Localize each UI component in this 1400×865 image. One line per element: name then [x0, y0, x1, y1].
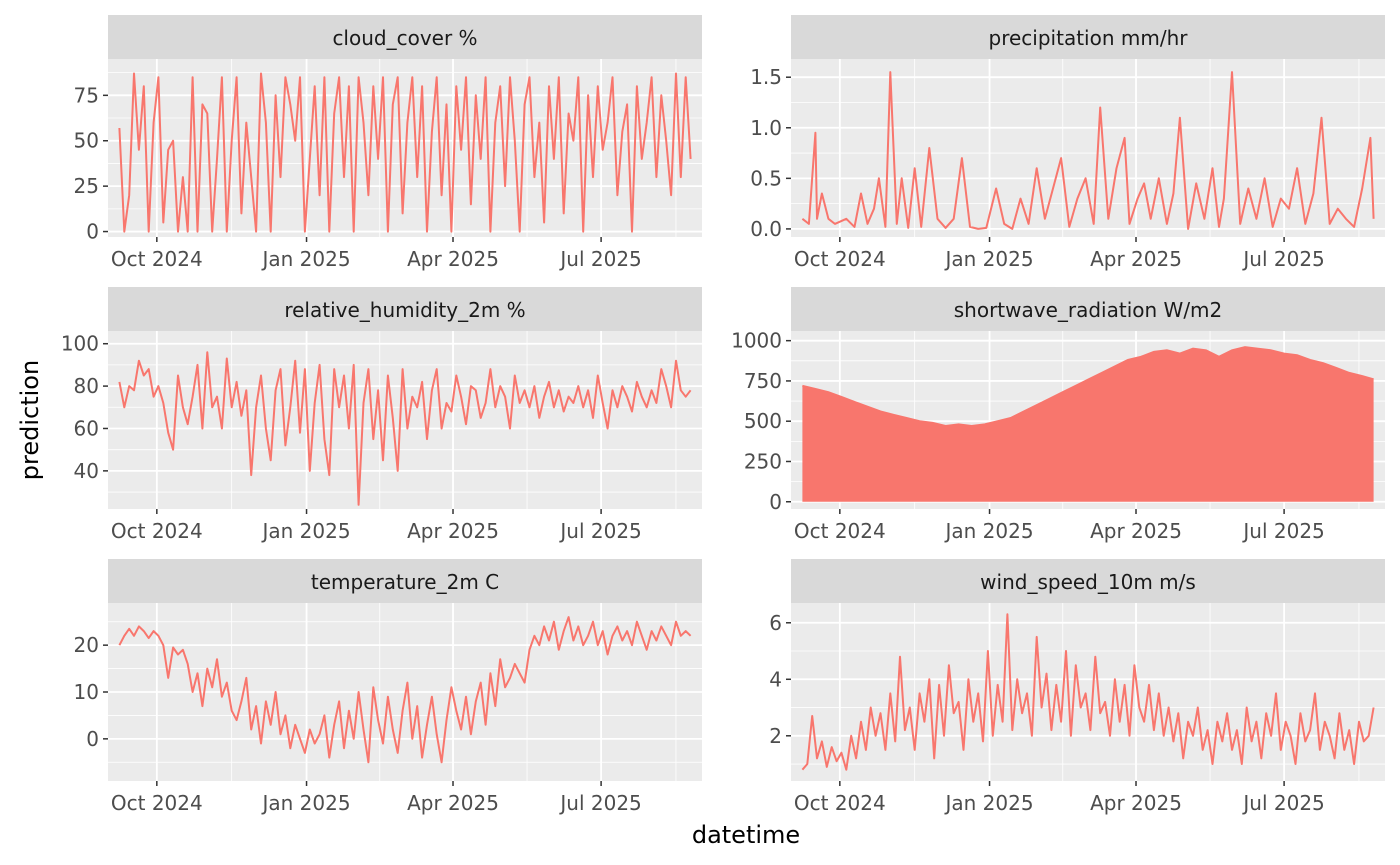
- x-tick-label: Jan 2025: [260, 519, 350, 543]
- series-line: [118, 72, 692, 233]
- x-tick-label: Oct 2024: [111, 519, 203, 543]
- x-tick-label: Jul 2025: [558, 247, 641, 271]
- y-tick-label: 80: [74, 374, 99, 398]
- y-tick-label: 250: [744, 449, 782, 473]
- facet-panel: shortwave_radiation W/m2 0 250 500 750 1000 Oc…: [731, 287, 1385, 543]
- facet-strip: [108, 287, 702, 331]
- series-line: [118, 351, 692, 506]
- facet-strip: [108, 559, 702, 603]
- x-tick-label: Jan 2025: [943, 791, 1033, 815]
- facet-title: wind_speed_10m m/s: [980, 570, 1196, 594]
- facet-panel: precipitation mm/hr 0.0 0.5 1.0 1.5 Oct 2024 J…: [750, 15, 1385, 271]
- y-tick-label: 60: [74, 416, 99, 440]
- x-tick-label: Oct 2024: [794, 791, 886, 815]
- y-tick-label: 750: [744, 369, 782, 393]
- panels-layer: cloud_cover % 0 25 50 75 Oct 2024 Jan 2025 Apr …: [61, 15, 1385, 815]
- facet-title: temperature_2m C: [311, 570, 499, 594]
- x-tick-label: Jul 2025: [1241, 519, 1324, 543]
- x-tick-label: Oct 2024: [794, 247, 886, 271]
- facet-strip: [791, 559, 1385, 603]
- facet-panel: cloud_cover % 0 25 50 75 Oct 2024 Jan 2025 Apr …: [74, 15, 702, 271]
- facet-title: cloud_cover %: [332, 26, 477, 50]
- facet-strip: [108, 15, 702, 59]
- series-line: [802, 346, 1374, 428]
- facet-panel: wind_speed_10m m/s 2 4 6 Oct 2024 Jan 2025 Apr…: [769, 559, 1385, 815]
- x-tick-label: Oct 2024: [794, 519, 886, 543]
- x-tick-label: Apr 2025: [407, 247, 499, 271]
- x-tick-label: Jan 2025: [943, 247, 1033, 271]
- y-tick-label: 0.5: [750, 166, 782, 190]
- y-tick-label: 0.0: [750, 217, 782, 241]
- panel-background: [791, 603, 1385, 781]
- x-tick-label: Jan 2025: [260, 247, 350, 271]
- y-tick-label: 0: [769, 490, 782, 514]
- y-tick-label: 1000: [731, 329, 782, 353]
- y-tick-label: 2: [769, 724, 782, 748]
- y-tick-label: 500: [744, 409, 782, 433]
- series-line: [118, 616, 692, 764]
- x-axis-title: datetime: [692, 821, 800, 849]
- y-tick-label: 100: [61, 332, 99, 356]
- y-tick-label: 50: [74, 129, 99, 153]
- y-tick-label: 10: [74, 680, 99, 704]
- x-tick-label: Jul 2025: [558, 519, 641, 543]
- facet-panel: temperature_2m C 0 10 20 Oct 2024 Jan 2025 Apr…: [74, 559, 702, 815]
- x-tick-label: Jul 2025: [558, 791, 641, 815]
- x-tick-label: Oct 2024: [111, 791, 203, 815]
- x-tick-label: Jul 2025: [1241, 791, 1324, 815]
- y-tick-label: 75: [74, 83, 99, 107]
- series-line: [801, 71, 1375, 230]
- x-tick-label: Apr 2025: [1090, 791, 1182, 815]
- x-tick-label: Apr 2025: [1090, 519, 1182, 543]
- x-tick-label: Jan 2025: [260, 791, 350, 815]
- x-tick-label: Jul 2025: [1241, 247, 1324, 271]
- panel-background: [108, 331, 702, 509]
- y-tick-label: 40: [74, 459, 99, 483]
- y-tick-label: 0: [86, 727, 99, 751]
- series-area: [802, 347, 1374, 502]
- x-tick-label: Oct 2024: [111, 247, 203, 271]
- facet-strip: [791, 15, 1385, 59]
- x-tick-label: Apr 2025: [407, 519, 499, 543]
- y-tick-label: 25: [74, 174, 99, 198]
- x-tick-label: Apr 2025: [407, 791, 499, 815]
- y-tick-label: 20: [74, 633, 99, 657]
- facet-panel: relative_humidity_2m % 40 60 80 100 Oct 2024 J…: [61, 287, 702, 543]
- y-tick-label: 1.0: [750, 116, 782, 140]
- facet-title: shortwave_radiation W/m2: [954, 298, 1223, 322]
- y-tick-label: 1.5: [750, 65, 782, 89]
- panel-background: [791, 59, 1385, 237]
- y-tick-label: 6: [769, 611, 782, 635]
- x-tick-label: Apr 2025: [1090, 247, 1182, 271]
- y-tick-label: 0: [86, 220, 99, 244]
- facet-title: precipitation mm/hr: [989, 26, 1189, 50]
- facet-title: relative_humidity_2m %: [284, 298, 525, 322]
- facet-strip: [791, 287, 1385, 331]
- y-axis-title: prediction: [16, 360, 44, 480]
- y-tick-label: 4: [769, 667, 782, 691]
- series-line: [801, 613, 1375, 771]
- x-tick-label: Jan 2025: [943, 519, 1033, 543]
